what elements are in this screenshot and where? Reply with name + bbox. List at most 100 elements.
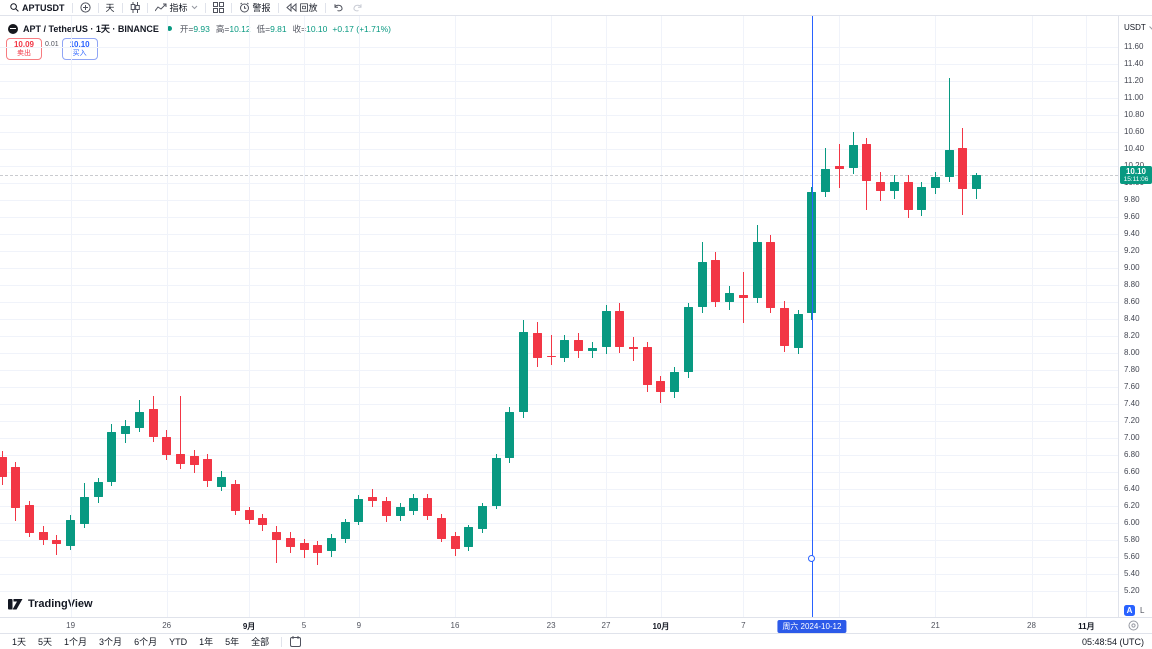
alarm-clock-icon (239, 2, 250, 13)
gridline-v (304, 16, 305, 617)
interval-button[interactable]: 天 (102, 1, 119, 15)
undo-arrow-icon (333, 3, 344, 12)
price-tick-label: 10.60 (1124, 127, 1145, 136)
range-button-YTD[interactable]: YTD (169, 636, 188, 647)
candle-body (0, 456, 7, 478)
candle-wick (56, 534, 58, 556)
gridline-h (0, 251, 1118, 252)
candle-body (738, 295, 748, 298)
candle-body (244, 510, 254, 521)
utc-clock[interactable]: 05:48:54 (UTC) (1081, 636, 1144, 647)
candle-body (217, 477, 227, 488)
candle-body (930, 177, 940, 189)
range-button-1个月[interactable]: 1个月 (64, 637, 88, 647)
gridline-h (0, 268, 1118, 269)
range-button-1年[interactable]: 1年 (199, 637, 214, 647)
range-button-6个月[interactable]: 6个月 (134, 637, 158, 647)
axis-settings-gear-icon[interactable] (1128, 620, 1139, 631)
symbol-search-button[interactable]: APTUSDT (6, 1, 69, 15)
candle-body (107, 432, 117, 483)
candle-body (25, 505, 34, 534)
price-tick-label: 6.40 (1124, 484, 1140, 493)
price-tick-label: 10.80 (1124, 110, 1145, 119)
gridline-h (0, 540, 1118, 541)
candle-body (793, 313, 803, 348)
last-price-badge: 10.10 15:11:06 (1120, 165, 1152, 184)
buy-button[interactable]: 10.10 买入 (61, 38, 98, 60)
candle-body (176, 454, 185, 465)
range-button-全部[interactable]: 全部 (251, 637, 270, 647)
ohlc-item: 开=9.93 (180, 23, 210, 35)
time-axis[interactable]: 周六 2024-10-12 19269月5916232710月714212811… (0, 617, 1152, 633)
undo-button[interactable] (329, 1, 348, 15)
price-tick-label: 9.60 (1124, 212, 1140, 221)
chart-pane[interactable]: APT / TetherUS · 1天 · BINANCE 开=9.93 高=10… (0, 16, 1118, 617)
layout-button[interactable] (209, 1, 228, 15)
gridline-v (455, 16, 456, 617)
auto-scale-button[interactable]: A (1124, 605, 1135, 616)
price-tick-label: 7.20 (1124, 416, 1140, 425)
ohlc-value: 10.12 (229, 23, 251, 34)
time-tick-label: 11月 (1078, 622, 1095, 631)
chart-style-button[interactable] (126, 1, 144, 15)
sell-price: 10.09 (13, 39, 35, 49)
redo-button[interactable] (348, 1, 367, 15)
candle-wick (276, 526, 277, 563)
gridline-h (0, 455, 1118, 456)
divider (97, 2, 99, 13)
gridline-h (0, 489, 1118, 490)
candle-body (889, 182, 899, 192)
crosshair-vertical-line (811, 16, 813, 617)
gridline-h (0, 81, 1118, 82)
divider (324, 2, 326, 13)
candle-body (766, 241, 776, 308)
range-selector: 1天 5天 1个月 3个月 6个月 YTD 1年 5年 全部 (0, 634, 302, 649)
gridline-h (0, 353, 1118, 354)
axis-tools: A L (1124, 605, 1144, 616)
gridline-v (166, 16, 168, 617)
price-tick-label: 8.20 (1124, 331, 1140, 340)
candle-body (642, 347, 652, 386)
go-to-date-calendar-icon[interactable] (290, 636, 302, 647)
currency-selector[interactable]: USDT (1124, 23, 1152, 32)
ohlc-item: 收=10.10 (293, 23, 328, 35)
range-button-5天[interactable]: 5天 (38, 637, 53, 647)
tradingview-logo[interactable]: TradingView (8, 598, 93, 610)
search-icon (10, 3, 19, 12)
range-button-3个月[interactable]: 3个月 (99, 637, 123, 647)
gridline-h (0, 183, 1118, 184)
candle-body (848, 144, 858, 168)
price-axis[interactable]: USDT 10.10 15:11:06 A L 11.60 11.40 11.20 1… (1118, 16, 1152, 633)
divider (146, 2, 148, 13)
sell-button[interactable]: 10.09 卖出 (6, 38, 42, 60)
time-tick-label: 28 (1027, 621, 1036, 630)
replay-label: 回放 (299, 3, 318, 13)
symbol-legend[interactable]: APT / TetherUS · 1天 · BINANCE 开=9.93 高=10… (8, 22, 391, 35)
divider (204, 2, 206, 13)
candle-body (79, 496, 89, 524)
indicators-button[interactable]: 指标 (151, 1, 202, 15)
candle-body (862, 143, 872, 182)
bottom-toolbar: 1天 5天 1个月 3个月 6个月 YTD 1年 5年 全部 05:48:54 (UTC) (0, 633, 1152, 649)
gridline-h (0, 387, 1118, 388)
candle-body (313, 545, 323, 553)
price-tick-label: 7.80 (1124, 365, 1140, 374)
candle-body (697, 262, 707, 308)
range-button-5年[interactable]: 5年 (225, 637, 240, 647)
replay-button[interactable]: 回放 (282, 1, 322, 15)
sell-label: 卖出 (17, 50, 31, 58)
candle-wick (742, 272, 744, 324)
price-tick-label: 11.20 (1124, 76, 1144, 85)
gridline-v (551, 16, 553, 617)
gridline-h (0, 438, 1118, 439)
gridline-h (0, 421, 1118, 422)
range-button-1天[interactable]: 1天 (12, 637, 27, 647)
ohlc-label: 收= (292, 23, 307, 34)
log-scale-button[interactable]: L (1140, 606, 1145, 615)
candle-body (656, 381, 666, 393)
candle-body (340, 522, 350, 540)
compare-button[interactable] (76, 1, 95, 15)
alert-button[interactable]: 警报 (235, 1, 275, 15)
chevron-down-icon (191, 5, 198, 10)
gridline-h (0, 523, 1118, 524)
